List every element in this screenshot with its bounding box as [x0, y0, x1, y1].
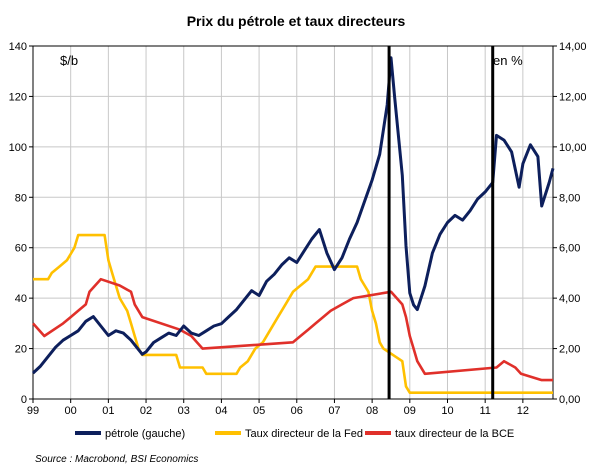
y-right-tick-label: 10,00 — [559, 142, 587, 154]
legend-entry: Taux directeur de la Fed — [245, 428, 363, 440]
legend: pétrole (gauche) Taux directeur de la Fed… — [75, 428, 514, 440]
y-right-tick-label: 8,00 — [559, 192, 580, 204]
legend-entry: taux directeur de la BCE — [395, 428, 514, 440]
y-right-tick-label: 0,00 — [559, 394, 580, 406]
x-tick-label: 01 — [102, 405, 114, 417]
series-line — [32, 277, 553, 382]
x-tick-label: 04 — [215, 405, 227, 417]
x-tick-label: 12 — [517, 405, 529, 417]
x-tick-label: 06 — [291, 405, 303, 417]
y-left-tick-label: 40 — [15, 293, 27, 305]
legend-entry: pétrole (gauche) — [105, 428, 185, 440]
series-line — [31, 56, 555, 375]
y-left-tick-label: 60 — [15, 243, 27, 255]
y-left-tick-label: 20 — [15, 344, 27, 356]
chart-title: Prix du pétrole et taux directeurs — [187, 13, 406, 29]
series-lines — [31, 56, 555, 395]
y-right-tick-label: 4,00 — [559, 293, 580, 305]
y-right-tick-label: 2,00 — [559, 344, 580, 356]
x-tick-label: 07 — [328, 405, 340, 417]
x-tick-label: 11 — [479, 405, 490, 417]
y-left-tick-label: 140 — [9, 41, 27, 53]
series-line — [33, 233, 553, 395]
axes: 0204060801001201400,002,004,006,008,0010… — [9, 41, 587, 417]
y-left-tick-label: 0 — [21, 394, 27, 406]
y-left-tick-label: 120 — [9, 91, 27, 103]
x-tick-label: 99 — [27, 405, 39, 417]
x-tick-label: 09 — [404, 405, 416, 417]
x-tick-label: 10 — [441, 405, 453, 417]
x-tick-label: 08 — [366, 405, 378, 417]
gridlines — [33, 46, 553, 399]
y-right-tick-label: 14,00 — [559, 41, 587, 53]
y-left-tick-label: 100 — [9, 142, 27, 154]
y-left-tick-label: 80 — [15, 192, 27, 204]
left-unit-label: $/b — [60, 53, 78, 68]
event-markers — [387, 46, 495, 399]
source-note: Source : Macrobond, BSI Economics — [35, 454, 198, 465]
y-right-tick-label: 6,00 — [559, 243, 580, 255]
x-tick-label: 05 — [253, 405, 265, 417]
plot-area-frame — [32, 45, 554, 400]
right-unit-label: en % — [493, 53, 523, 68]
y-right-tick-label: 12,00 — [559, 91, 587, 103]
x-tick-label: 03 — [178, 405, 190, 417]
x-tick-label: 00 — [65, 405, 77, 417]
x-tick-label: 02 — [140, 405, 152, 417]
